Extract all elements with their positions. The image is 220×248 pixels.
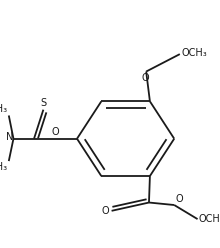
Text: OCH₃: OCH₃ bbox=[199, 214, 220, 224]
Text: CH₃: CH₃ bbox=[0, 162, 7, 172]
Text: OCH₃: OCH₃ bbox=[182, 48, 207, 58]
Text: O: O bbox=[102, 206, 110, 216]
Text: O: O bbox=[142, 73, 150, 83]
Text: O: O bbox=[175, 194, 183, 204]
Text: O: O bbox=[52, 127, 59, 137]
Text: S: S bbox=[41, 98, 47, 108]
Text: CH₃: CH₃ bbox=[0, 104, 7, 114]
Text: N: N bbox=[6, 132, 13, 142]
